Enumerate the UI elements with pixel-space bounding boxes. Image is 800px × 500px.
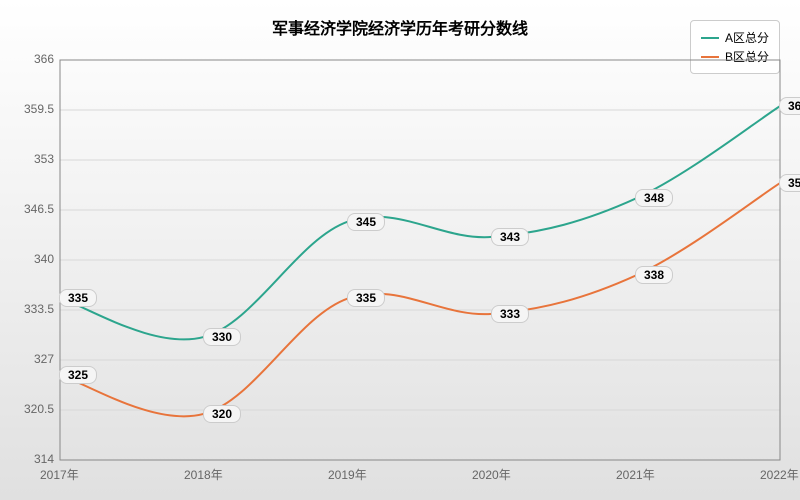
chart-svg [0, 0, 800, 500]
y-tick-label: 320.5 [24, 402, 54, 416]
data-label: 348 [635, 189, 673, 207]
x-tick-label: 2017年 [40, 466, 79, 483]
data-label: 350 [779, 174, 800, 192]
data-label: 335 [59, 289, 97, 307]
y-tick-label: 340 [34, 252, 54, 266]
chart-container: 军事经济学院经济学历年考研分数线 A区总分 B区总分 3353303453433… [0, 0, 800, 500]
data-label: 325 [59, 366, 97, 384]
data-label: 333 [491, 305, 529, 323]
y-tick-label: 359.5 [24, 102, 54, 116]
data-label: 330 [203, 328, 241, 346]
x-tick-label: 2021年 [616, 466, 655, 483]
data-label: 345 [347, 213, 385, 231]
y-tick-label: 366 [34, 52, 54, 66]
x-tick-label: 2018年 [184, 466, 223, 483]
y-tick-label: 327 [34, 352, 54, 366]
x-tick-label: 2019年 [328, 466, 367, 483]
x-tick-label: 2020年 [472, 466, 511, 483]
y-tick-label: 353 [34, 152, 54, 166]
y-tick-label: 333.5 [24, 302, 54, 316]
y-tick-label: 346.5 [24, 202, 54, 216]
y-tick-label: 314 [34, 452, 54, 466]
data-label: 338 [635, 266, 673, 284]
data-label: 343 [491, 228, 529, 246]
data-label: 335 [347, 289, 385, 307]
data-label: 360 [779, 97, 800, 115]
x-tick-label: 2022年 [760, 466, 799, 483]
data-label: 320 [203, 405, 241, 423]
